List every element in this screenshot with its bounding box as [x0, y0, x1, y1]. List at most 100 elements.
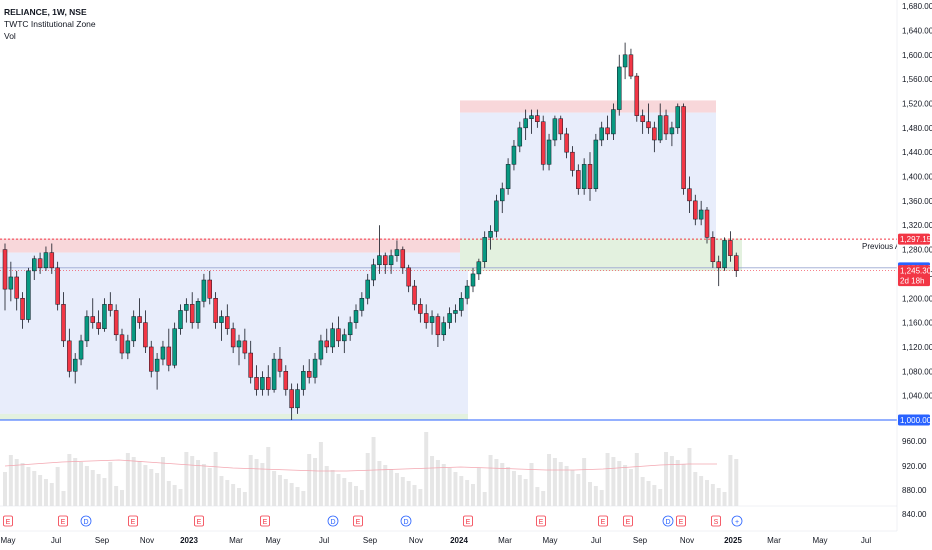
price-tick-label: 1,160.00	[902, 319, 932, 328]
volume-bar	[441, 464, 446, 506]
candle-body	[8, 276, 14, 290]
candle	[734, 252, 739, 277]
symbol-label[interactable]: RELIANCE, 1W, NSE	[4, 7, 87, 17]
candle-body	[365, 279, 370, 299]
candle-body	[564, 133, 569, 153]
earnings-icon	[128, 515, 138, 527]
candle-body	[242, 340, 248, 354]
earnings-icon	[711, 515, 721, 527]
candle	[312, 353, 318, 384]
volume-bar	[476, 468, 481, 506]
price-tick-label: 1,560.00	[902, 75, 932, 84]
time-tick-label: Sep	[363, 536, 378, 545]
candle	[271, 353, 277, 393]
event-label: E	[539, 519, 544, 526]
candle-body	[628, 54, 634, 77]
candle-body	[324, 340, 329, 348]
candle	[189, 292, 195, 329]
candle	[459, 292, 464, 317]
earnings-icon	[194, 515, 204, 527]
candle-body	[271, 358, 277, 390]
candle-body	[734, 255, 739, 271]
volume-bar	[617, 461, 622, 506]
candle	[67, 328, 72, 378]
candle-body	[260, 377, 265, 390]
volume-bar	[20, 463, 25, 506]
candle	[669, 121, 675, 147]
price-tag-countdown: 2d 18h	[900, 277, 924, 286]
volume-bar	[523, 479, 528, 506]
candle	[324, 328, 329, 354]
time-tick-label: 2023	[180, 536, 198, 545]
time-tick-label: Jul	[861, 536, 871, 545]
volume-bar	[277, 475, 282, 506]
candle	[435, 313, 441, 347]
time-tick-label: May	[542, 536, 557, 545]
candle-body	[587, 164, 593, 189]
volume-bar	[394, 473, 399, 506]
volume-bar	[201, 464, 206, 506]
candle	[716, 255, 721, 287]
earnings-icon	[260, 515, 270, 527]
candle	[418, 298, 423, 323]
candle-body	[289, 389, 294, 409]
candle	[570, 146, 575, 177]
candle	[84, 310, 90, 347]
volume-tick-label: 920.00	[902, 462, 927, 471]
volume-bar	[646, 481, 651, 506]
volume-bar	[430, 456, 435, 506]
candle-body	[236, 340, 242, 348]
event-marker: E	[58, 515, 68, 527]
indicator-label[interactable]: TWTC Institutional Zone	[4, 19, 96, 29]
volume-bar	[14, 459, 19, 506]
zone-supply	[460, 100, 716, 113]
price-tag-bg	[898, 414, 930, 426]
candle-body	[710, 237, 716, 262]
candle-body	[342, 334, 347, 342]
candle	[248, 340, 253, 384]
candle	[55, 261, 60, 311]
volume-bar	[541, 491, 546, 506]
volume-bar	[593, 486, 598, 506]
volume-bar	[611, 457, 616, 506]
price-tag-value: 1,245.30	[900, 267, 932, 276]
event-label: E	[356, 519, 361, 526]
volume-bar	[26, 467, 31, 506]
event-marker: E	[463, 515, 473, 527]
time-tick-label: Mar	[229, 536, 243, 545]
candle-body	[119, 334, 125, 354]
time-tick-label: Jul	[319, 536, 329, 545]
volume-bar	[330, 470, 335, 506]
candle-body	[277, 358, 283, 372]
price-tick-label: 1,640.00	[902, 26, 932, 35]
candle	[529, 109, 534, 134]
volume-bar	[237, 488, 241, 506]
candle-body	[137, 316, 142, 323]
volume-bar	[43, 479, 48, 506]
candle	[113, 304, 119, 341]
event-label: E	[263, 519, 268, 526]
candle-body	[704, 209, 710, 238]
candle-body	[2, 249, 8, 290]
candle	[511, 140, 517, 171]
candle	[377, 225, 382, 274]
volume-bar	[482, 492, 487, 506]
candle	[318, 334, 324, 366]
candle-body	[178, 310, 183, 329]
candle-body	[517, 127, 523, 147]
candle-body	[125, 340, 131, 354]
earnings-icon	[676, 515, 686, 527]
candle	[552, 115, 558, 147]
candle	[20, 292, 25, 329]
time-tick-label: 2025	[724, 536, 742, 545]
volume-label[interactable]: Vol	[4, 31, 16, 41]
candle	[242, 328, 248, 360]
event-marker: D	[662, 515, 674, 527]
event-label: D	[665, 519, 670, 526]
candle-body	[166, 346, 172, 366]
volume-bar	[371, 437, 376, 506]
candle-body	[441, 322, 446, 336]
candle	[447, 307, 452, 329]
candle	[61, 292, 66, 347]
